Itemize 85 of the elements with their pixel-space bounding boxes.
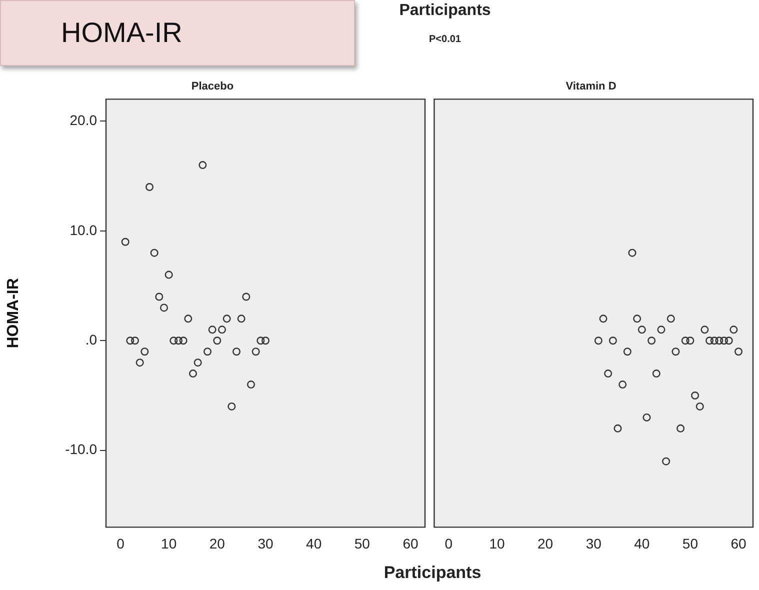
point (150, 248, 158, 257)
point (638, 326, 646, 334)
point (237, 314, 246, 323)
point (184, 314, 192, 323)
point (599, 314, 608, 323)
point (208, 326, 216, 334)
x-tick-label: 20 (538, 535, 554, 552)
point (155, 292, 164, 301)
point (232, 348, 240, 356)
point (198, 161, 207, 170)
point (136, 358, 144, 367)
point (242, 292, 250, 301)
point (623, 348, 632, 356)
point (204, 348, 212, 356)
point (696, 402, 704, 410)
chart-title: Placebo (191, 80, 234, 93)
point (633, 314, 642, 323)
y-tick-label: -10.0 (65, 441, 98, 458)
x-tick-label: 30 (586, 535, 602, 552)
point (146, 182, 154, 191)
point (672, 348, 680, 356)
point (700, 326, 709, 334)
point (213, 336, 222, 345)
point (228, 402, 236, 410)
y-tick-label: .0 (85, 331, 98, 348)
point (662, 457, 670, 466)
point (604, 370, 612, 378)
point (715, 336, 724, 345)
point (730, 326, 738, 334)
point (131, 336, 139, 345)
point (652, 370, 660, 378)
x-tick-label: 40 (634, 535, 650, 552)
text-box: HOMA-IR (0, 0, 355, 66)
x-tick-label: 10 (489, 535, 505, 552)
point (734, 348, 743, 356)
point (710, 336, 718, 345)
x-tick-label: 50 (682, 535, 698, 552)
text: Participants (398, 2, 492, 20)
chart-title: Vitamin D (566, 80, 616, 93)
point (164, 270, 173, 279)
x-tick-label: 10 (161, 535, 177, 552)
point (657, 326, 666, 334)
point (666, 314, 675, 323)
point (681, 336, 690, 345)
point (618, 380, 627, 389)
x-tick-label: 0 (116, 535, 125, 552)
point (724, 336, 733, 345)
y-axis-title: HOMA-IR (5, 278, 22, 348)
point (189, 370, 197, 378)
x-axis-title: Participants (382, 563, 482, 583)
point (121, 238, 130, 246)
point (170, 336, 178, 345)
point (648, 336, 656, 345)
point (140, 348, 149, 356)
x-tick-label: 0 (444, 535, 453, 552)
point (686, 336, 694, 345)
point (256, 336, 265, 345)
point (218, 326, 226, 334)
x-tick-label: 30 (258, 535, 274, 552)
point (247, 380, 255, 389)
y-tick-label: 20.0 (70, 112, 98, 128)
x-tick-label: 20 (209, 535, 226, 552)
point (614, 424, 622, 432)
point (642, 413, 651, 422)
point (160, 304, 168, 312)
x-tick-label: 40 (306, 535, 322, 552)
point (594, 336, 602, 345)
point (706, 336, 714, 345)
point (691, 392, 700, 400)
y-tick-label: 10.0 (70, 222, 98, 238)
x-tick-label: 60 (402, 535, 418, 552)
point (262, 336, 270, 345)
point (126, 336, 134, 345)
point (179, 336, 188, 345)
text: P<0.01 (428, 34, 462, 45)
point (174, 336, 182, 345)
x-tick-label: 60 (730, 535, 747, 552)
point (720, 336, 728, 345)
point (252, 348, 260, 356)
point (608, 336, 617, 345)
point (676, 424, 685, 432)
point (194, 358, 202, 367)
x-tick-label: 50 (354, 535, 370, 552)
point (222, 314, 231, 323)
point (628, 248, 636, 257)
